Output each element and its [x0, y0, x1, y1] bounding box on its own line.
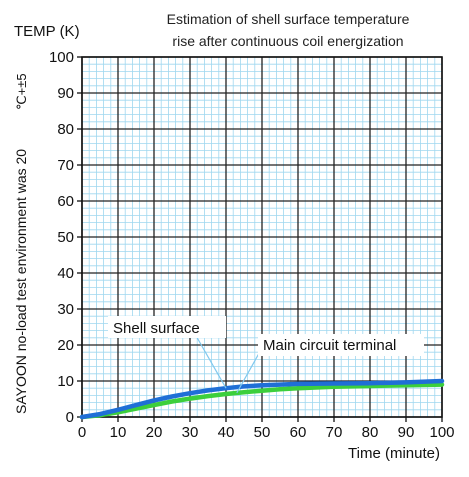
chart-title-line-1: Estimation of shell surface temperature: [167, 11, 410, 27]
annotation-bg-main-circuit-terminal: [258, 334, 424, 356]
annotation-label-shell-surface: Shell surface: [113, 320, 200, 337]
x-tick-label: 30: [182, 424, 199, 441]
x-tick-label: 20: [146, 424, 163, 441]
y-tick-label: 90: [57, 85, 74, 102]
x-tick-label: 60: [290, 424, 307, 441]
annotation-bg-shell-surface: [108, 316, 226, 338]
side-note-tolerance: ℃+±5: [14, 73, 29, 110]
chart-title-line-2: rise after continuous coil energization: [172, 33, 403, 49]
x-axis-label: Time (minute): [348, 445, 440, 462]
y-tick-label: 40: [57, 265, 74, 282]
y-tick-label: 20: [57, 337, 74, 354]
x-tick-label: 70: [326, 424, 343, 441]
x-tick-label: 40: [218, 424, 235, 441]
series-line-main-circuit-terminal: [79, 382, 445, 420]
annotation-leader-shell-surface: [194, 333, 227, 389]
annotation-label-main-circuit-terminal: Main circuit terminal: [263, 337, 396, 354]
side-note-main: SAYOON no-load test environment was 20: [13, 149, 29, 414]
x-tick-label: 90: [398, 424, 415, 441]
y-tick-label: 60: [57, 193, 74, 210]
y-tick-label: 80: [57, 121, 74, 138]
annotation-leader-main-circuit-terminal: [236, 347, 263, 394]
y-tick-label: 10: [57, 373, 74, 390]
series-annotations: Shell surface Main circuit terminal: [108, 316, 424, 394]
x-tick-label: 80: [362, 424, 379, 441]
x-tick-label: 10: [110, 424, 127, 441]
y-tick-label: 50: [57, 229, 74, 246]
y-tick-label: 70: [57, 157, 74, 174]
y-tick-label: 30: [57, 301, 74, 318]
y-tick-label: 100: [49, 49, 74, 66]
x-tick-label: 100: [429, 424, 454, 441]
x-tick-label: 0: [78, 424, 86, 441]
x-tick-label: 50: [254, 424, 271, 441]
axis-ticks: 0 10 20 30 40 50 60 70 80 90 100 0 10 20 30 40 50 60 70 80 9…: [49, 49, 455, 441]
y-tick-label: 0: [66, 409, 74, 426]
y-axis-label: TEMP (K): [14, 23, 80, 40]
